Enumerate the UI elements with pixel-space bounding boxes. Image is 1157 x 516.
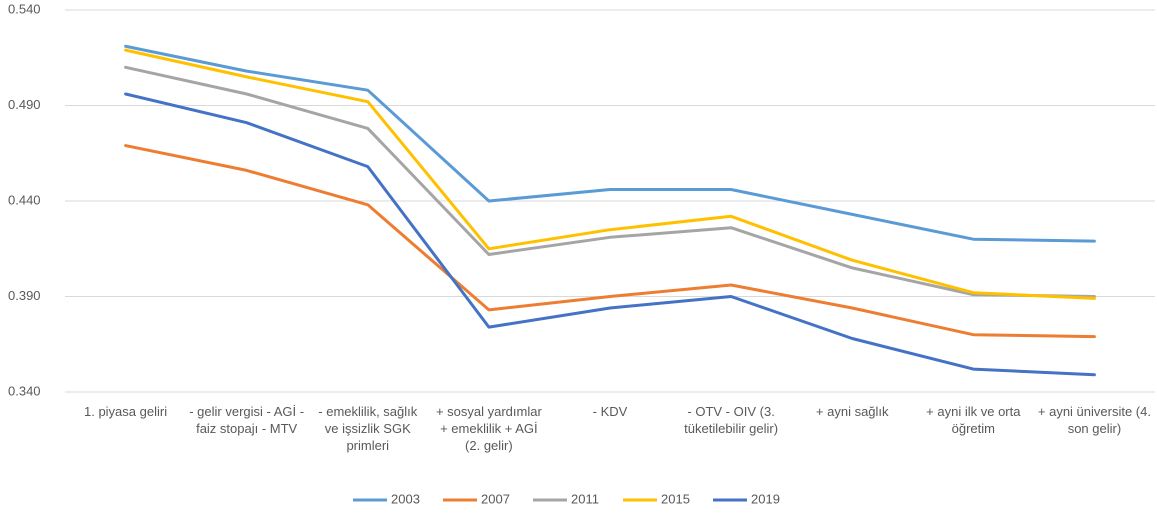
x-tick-label: + ayni ilk ve orta öğretim (926, 404, 1021, 436)
x-tick-label: - KDV (592, 404, 628, 419)
legend-label: 2011 (571, 491, 599, 506)
series-line (124, 48, 1096, 300)
y-tick-label: 0.490 (8, 97, 41, 112)
x-tick-label: - OTV - OIV (3. tüketilebilir gelir) (684, 404, 779, 436)
y-tick-label: 0.540 (8, 1, 41, 16)
x-tick-label: 1. piyasa geliri (83, 404, 168, 419)
x-tick-label: + ayni üniversite (4. son gelir) (1037, 404, 1151, 436)
series-line (124, 144, 1096, 339)
legend-label: 2003 (391, 491, 420, 506)
legend-label: 2019 (751, 491, 780, 506)
x-tick-label: + sosyal yardımlar + emeklilik + AGİ (2.… (435, 404, 542, 453)
x-tick-label: - emeklilik, sağlık ve işsizlik SGK prim… (318, 404, 418, 453)
legend-label: 2015 (661, 491, 690, 506)
y-tick-label: 0.390 (8, 288, 41, 303)
x-tick-label: + ayni sağlık (815, 404, 889, 419)
y-tick-label: 0.340 (8, 383, 41, 398)
series-line (124, 44, 1096, 243)
series-line (124, 92, 1096, 377)
x-tick-label: - gelir vergisi - AGİ - faiz stopajı - M… (189, 404, 305, 436)
series-line (124, 65, 1096, 298)
y-tick-label: 0.440 (8, 192, 41, 207)
legend-label: 2007 (481, 491, 510, 506)
